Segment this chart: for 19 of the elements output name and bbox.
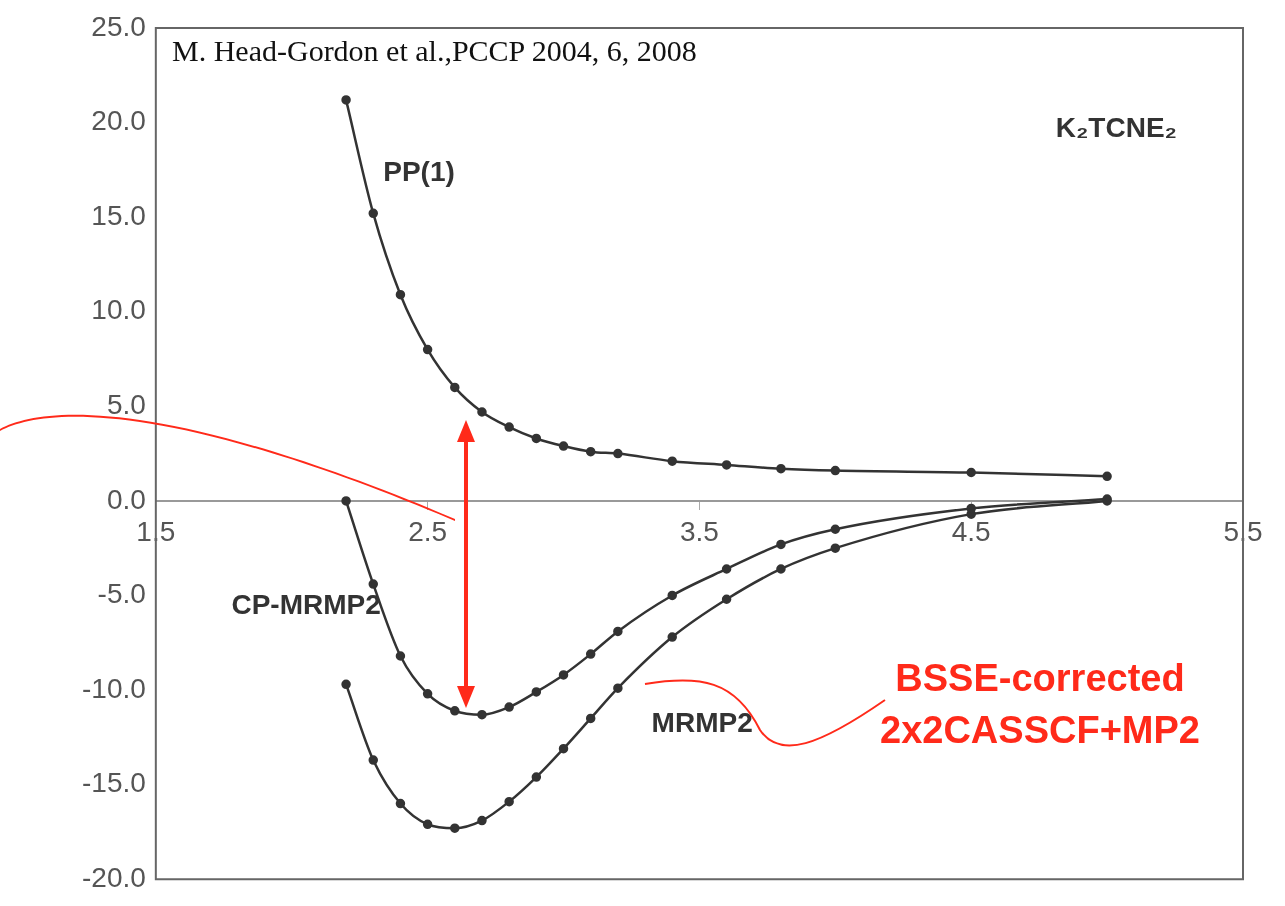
y-tick-label: 5.0 bbox=[106, 389, 146, 421]
text: K₂TCNE₂ bbox=[1055, 112, 1177, 144]
series-label: CP-MRMP2 bbox=[231, 588, 381, 620]
y-tick-label: -20.0 bbox=[81, 861, 146, 893]
x-tick-label: 2.5 bbox=[408, 516, 448, 548]
annotation: BSSE-corrected 2x2CASSCF+MP2 bbox=[879, 656, 1201, 753]
y-tick-label: 10.0 bbox=[91, 294, 146, 326]
y-tick-label: -10.0 bbox=[81, 672, 146, 704]
series-label: PP(1) bbox=[383, 156, 455, 188]
y-tick-label: 25.0 bbox=[91, 10, 146, 42]
y-tick-label: 20.0 bbox=[91, 105, 146, 137]
y-tick-label: 15.0 bbox=[91, 199, 146, 231]
annotation: M. Head-Gordon et al.,PCCP 2004, 6, 2008 bbox=[172, 34, 697, 68]
y-tick-label: -5.0 bbox=[97, 578, 146, 610]
series-label: MRMP2 bbox=[651, 706, 753, 738]
x-tick-label: 4.5 bbox=[951, 516, 991, 548]
y-tick-label: 0.0 bbox=[106, 483, 146, 515]
x-tick-label: 3.5 bbox=[679, 516, 719, 548]
y-tick-label: -15.0 bbox=[81, 767, 146, 799]
